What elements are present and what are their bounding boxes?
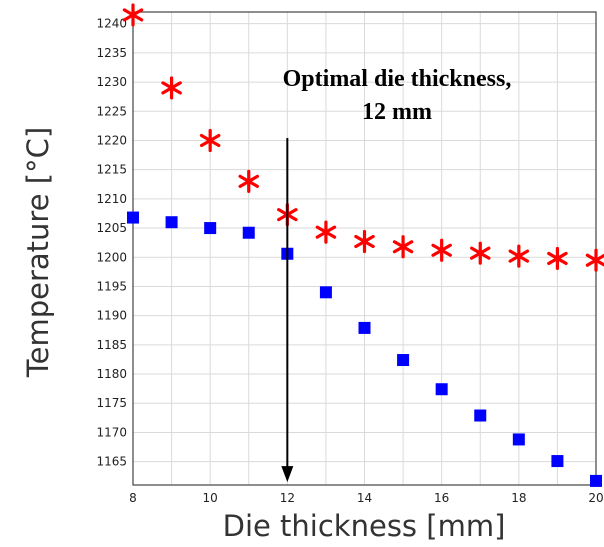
- asterisk-stroke: [315, 225, 337, 239]
- data-point-asterisk: [469, 241, 491, 265]
- x-tick-label: 14: [357, 491, 372, 505]
- annotation-group: Optimal die thickness, 12 mm: [281, 66, 512, 483]
- data-point-asterisk: [354, 229, 375, 254]
- y-tick-label: 1195: [96, 279, 127, 293]
- y-axis-title: Temperature [°C]: [21, 127, 55, 378]
- annotation-text-line: 12 mm: [362, 99, 432, 125]
- data-point-square: [127, 211, 139, 224]
- x-axis-title: Die thickness [mm]: [223, 509, 506, 543]
- data-point-square: [165, 216, 178, 229]
- x-tick-labels: 8 10 12 14 16 18 20: [129, 491, 603, 505]
- asterisk-stroke: [547, 251, 568, 266]
- data-point-asterisk: [161, 76, 182, 100]
- series-2: [127, 211, 602, 487]
- data-point-asterisk: [122, 3, 144, 27]
- annotation-text-line: Optimal die thickness,: [283, 66, 512, 92]
- data-point-square: [358, 321, 371, 334]
- y-tick-label: 1170: [96, 425, 127, 439]
- x-tick-label: 16: [434, 491, 449, 505]
- y-tick-label: 1220: [96, 133, 127, 147]
- data-point-square: [474, 409, 487, 422]
- y-tick-label: 1175: [96, 396, 127, 410]
- data-point-asterisk: [238, 169, 260, 193]
- asterisk-stroke: [508, 249, 530, 263]
- data-point-asterisk: [315, 220, 337, 244]
- asterisk-stroke: [585, 253, 604, 267]
- plot-frame: [132, 11, 597, 486]
- y-tick-label: 1205: [96, 221, 127, 235]
- y-tick-label: 1165: [96, 455, 127, 469]
- data-point-square: [242, 226, 255, 239]
- y-tick-label: 1190: [96, 309, 127, 323]
- data-point-asterisk: [547, 246, 568, 271]
- y-tick-label: 1185: [96, 338, 127, 352]
- asterisk-stroke: [392, 240, 414, 254]
- y-tick-label: 1230: [96, 75, 127, 89]
- data-point-square: [397, 354, 410, 367]
- data-point-square: [512, 433, 525, 446]
- data-point-square: [590, 474, 602, 487]
- y-tick-label: 1240: [96, 17, 127, 31]
- data-point-square: [204, 222, 217, 235]
- y-tick-label: 1200: [96, 250, 127, 264]
- x-tick-label: 18: [511, 491, 526, 505]
- data-point-asterisk: [392, 235, 414, 259]
- x-tick-label: 10: [203, 491, 218, 505]
- y-tick-label: 1180: [96, 367, 127, 381]
- asterisk-stroke: [354, 234, 375, 249]
- x-tick-label: 12: [280, 491, 295, 505]
- x-tick-label: 20: [588, 491, 603, 505]
- asterisk-stroke: [199, 133, 221, 148]
- data-point-asterisk: [508, 244, 530, 268]
- annotation-arrow-head: [281, 466, 294, 483]
- data-point-square: [435, 383, 448, 396]
- asterisk-stroke: [122, 8, 144, 22]
- y-tick-labels: 1165 1170 1175 1180 1185 1190 1195 1200 1205 1210…: [96, 17, 127, 469]
- data-point-asterisk: [585, 248, 604, 272]
- data-point-asterisk: [431, 238, 452, 262]
- y-tick-label: 1215: [96, 163, 127, 177]
- data-point-asterisk: [199, 128, 221, 153]
- y-tick-label: 1235: [96, 46, 127, 60]
- asterisk-stroke: [238, 174, 260, 188]
- data-point-square: [319, 286, 332, 299]
- asterisk-stroke: [469, 246, 491, 260]
- x-tick-label: 8: [129, 491, 137, 505]
- y-tick-label: 1225: [96, 104, 127, 118]
- y-tick-label: 1210: [96, 192, 127, 206]
- asterisk-stroke: [161, 81, 182, 95]
- data-point-square: [551, 455, 564, 468]
- asterisk-stroke: [431, 243, 452, 257]
